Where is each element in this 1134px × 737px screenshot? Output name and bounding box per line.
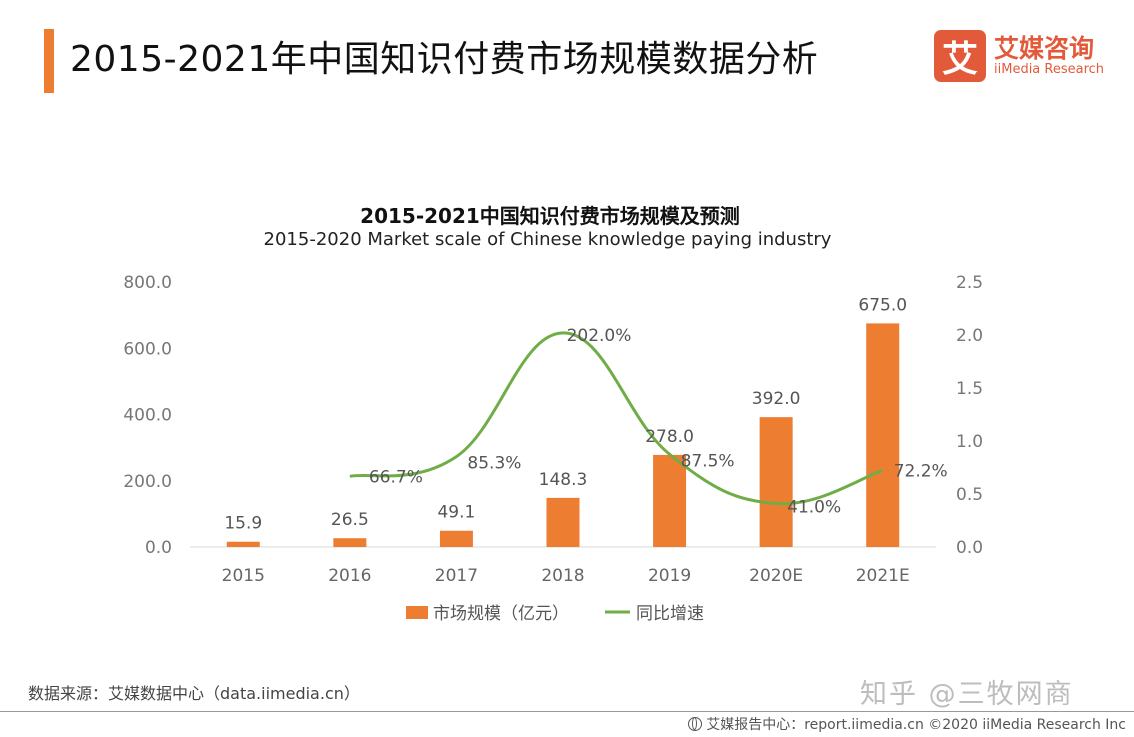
y-right-tick-label: 1.5 [956,379,983,399]
footer-divider [0,711,1134,712]
x-tick-label: 2020E [749,566,803,586]
chart-title: 2015-2021中国知识付费市场规模及预测 [360,204,740,228]
data-source: 数据来源：艾媒数据中心（data.iimedia.cn） [28,684,360,703]
bar-data-label: 392.0 [752,389,801,409]
bar-market-scale [226,541,260,547]
bar-data-label: 675.0 [858,295,907,315]
iimedia-logo: 艾 艾媒咨询 iiMedia Research [934,30,1104,82]
logo-mark: 艾 [934,30,986,82]
legend-label-market-scale: 市场规模（亿元） [433,604,569,624]
y-left-tick-label: 600.0 [123,339,172,359]
legend-label-growth-rate: 同比增速 [636,604,704,624]
y-right-tick-label: 0.5 [956,485,983,505]
y-right-tick-label: 2.0 [956,326,983,346]
x-tick-label: 2016 [328,566,371,586]
bar-data-label: 148.3 [539,470,588,490]
x-tick-label: 2018 [541,566,584,586]
y-right-tick-label: 0.0 [956,538,983,558]
x-tick-label: 2017 [435,566,478,586]
zhihu-watermark: 知乎 @三牧网商 [860,679,1074,710]
bar-market-scale [653,454,687,547]
footer: 艾媒报告中心：report.iimedia.cn ©2020 iiMedia R… [688,714,1126,734]
title-accent-bar [44,29,54,93]
legend-swatch-market-scale [406,606,428,619]
logo-en-name: iiMedia Research [994,61,1105,77]
page-title: 2015-2021年中国知识付费市场规模数据分析 [70,39,819,80]
line-data-label: 41.0% [787,498,841,518]
line-data-label: 72.2% [894,461,948,481]
x-tick-label: 2021E [856,566,910,586]
logo-text: 艾媒咨询 iiMedia Research [994,35,1104,77]
y-left-tick-label: 800.0 [123,273,172,293]
bar-market-scale [759,417,793,547]
line-data-label: 85.3% [467,454,521,474]
x-tick-label: 2019 [648,566,691,586]
y-left-tick-label: 200.0 [123,472,172,492]
bar-market-scale [546,497,580,547]
y-right-tick-label: 1.0 [956,432,983,452]
y-left-tick-label: 0.0 [145,538,172,558]
bar-market-scale [333,538,367,547]
bar-data-label: 15.9 [224,514,262,534]
bar-data-label: 278.0 [645,427,694,447]
footer-text: 艾媒报告中心：report.iimedia.cn ©2020 iiMedia R… [706,717,1126,733]
line-data-label: 66.7% [369,467,423,487]
y-left-tick-label: 400.0 [123,406,172,426]
line-data-label: 87.5% [681,451,735,471]
line-data-label: 202.0% [567,326,632,346]
chart-subtitle: 2015-2020 Market scale of Chinese knowle… [263,229,832,250]
globe-icon [688,717,703,731]
bar-data-label: 26.5 [331,510,369,530]
y-right-tick-label: 2.5 [956,273,983,293]
bar-market-scale [866,323,900,547]
bar-market-scale [439,530,473,547]
bar-data-label: 49.1 [437,503,475,523]
logo-cn-name: 艾媒咨询 [994,34,1095,64]
x-tick-label: 2015 [222,566,265,586]
growth-rate-line [349,331,884,506]
